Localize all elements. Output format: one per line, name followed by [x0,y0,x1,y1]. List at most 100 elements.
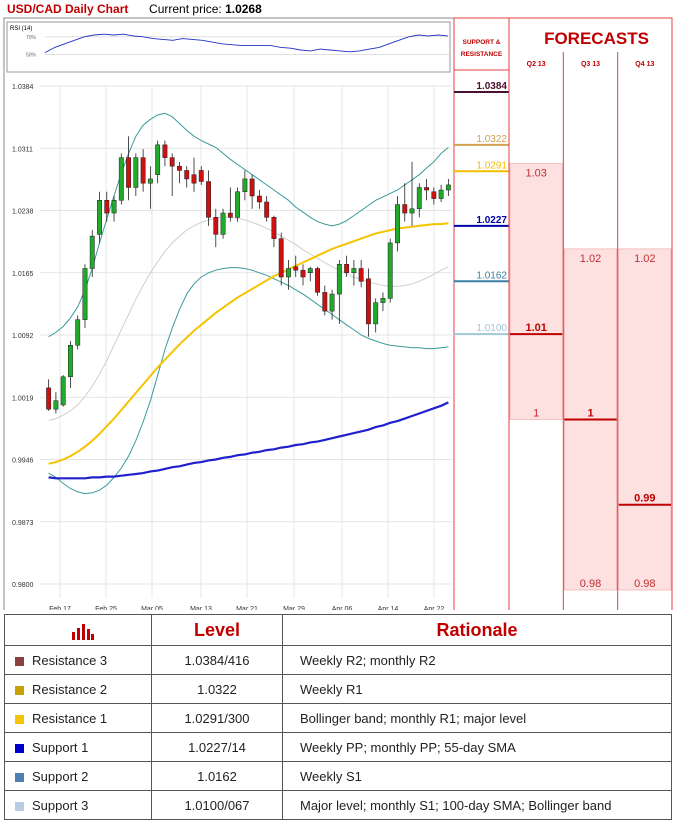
forecast-upper-label: 1.02 [580,253,601,265]
candle-body [387,242,393,299]
forecast-upper-label: 1.02 [634,253,655,265]
forecast-mid-label: 0.99 [634,493,655,505]
forecast-column-label: Q3 13 [581,61,600,68]
candle-body [242,178,248,192]
forecast-mid-label: 1.01 [525,322,546,334]
sr-column [453,17,510,610]
forecast-lower-label: 1 [533,407,539,419]
candle-body [126,157,132,188]
candle-body [380,298,386,303]
sma-200-line [48,401,449,480]
sr-level-label: 1.0291 [476,160,507,171]
y-tick-label: 0.9800 [12,582,34,589]
y-tick-label: 1.0311 [12,146,33,153]
sr-level-label: 1.0322 [476,134,507,145]
candle-body [177,165,182,171]
candle-body [235,191,241,218]
candle-body [293,266,299,271]
forecast-column-label: Q2 13 [527,61,546,68]
table-header-icon-cell [4,614,152,646]
sr-level-label: 1.0384 [476,81,507,92]
level-name: Support 2 [32,768,89,784]
color-swatch [15,743,24,753]
x-tick-label: Apr 22 [424,606,445,610]
level-rationale: Bollinger band; monthly R1; major level [282,703,672,733]
candle-body [286,268,291,278]
rsi-panel [6,21,451,73]
candle-body [336,263,342,295]
level-name: Resistance 2 [32,681,108,697]
rsi-70-label: 70% [26,35,37,41]
bar-chart-icon [72,623,94,640]
candle-body [322,292,328,312]
x-tick-label: Mar 05 [141,606,163,610]
level-name-cell: Resistance 3 [4,645,152,675]
y-tick-label: 1.0384 [12,84,34,91]
candle-body [184,170,190,180]
table-row: Support 3 1.0100/067 Major level; monthly … [4,790,672,820]
level-name-cell: Support 1 [4,732,152,762]
level-value: 1.0322 [151,674,283,704]
chart-title: USD/CAD Daily Chart [7,2,129,16]
color-swatch [15,772,24,782]
y-tick-label: 1.0165 [12,271,34,278]
level-name: Support 1 [32,739,89,755]
table-header-rationale: Rationale [282,614,672,646]
candle-body [206,181,211,218]
chart-header: USD/CAD Daily Chart Current price: 1.026… [7,2,262,16]
x-tick-label: Mar 29 [283,606,305,610]
forecast-lower-label: 0.98 [634,578,655,590]
color-swatch [15,685,24,695]
sr-title: SUPPORT & [463,39,501,46]
candle-body [155,144,161,175]
level-name-cell: Support 2 [4,761,152,791]
forecast-range [618,248,672,591]
candle-body [227,212,233,218]
candle-body [445,184,451,191]
x-tick-label: Apr 06 [332,606,353,610]
candle-body [111,200,117,214]
candle-body [358,268,364,282]
candle-body [133,157,139,188]
price-panel [7,78,452,608]
candle-body [300,269,306,278]
candle-body [68,344,73,378]
level-name: Resistance 1 [32,710,108,726]
y-tick-label: 0.9946 [12,458,34,465]
chart-area: RSI (14)70%50%1.03841.03111.02381.01651.… [3,17,673,610]
table-header-level: Level [151,614,283,646]
candle-body [329,293,335,312]
candle-body [264,201,270,218]
level-value: 1.0291/300 [151,703,283,733]
candle-body [315,268,320,293]
color-swatch [15,656,24,666]
level-rationale: Weekly S1 [282,761,672,791]
forecast-mid-label: 1 [587,407,593,419]
candle-body [409,208,415,214]
candle-body [416,187,422,210]
level-rationale: Major level; monthly S1; 100-day SMA; Bo… [282,790,672,820]
color-swatch [15,801,24,811]
candle-body [46,387,52,410]
candle-body [402,204,408,214]
forecast-upper-label: 1.03 [525,168,546,180]
candle-body [162,144,168,158]
color-swatch [15,714,24,724]
candle-body [191,174,197,184]
bollinger-upper [48,112,449,338]
candle-body [271,217,277,239]
table-row: Resistance 3 1.0384/416 Weekly R2; monthly… [4,645,672,675]
candle-body [89,235,95,269]
candle-body [307,268,313,273]
sr-title: RESISTANCE [461,51,503,58]
level-value: 1.0162 [151,761,283,791]
candle-body [256,195,262,203]
level-rationale: Weekly R1 [282,674,672,704]
forecast-column-label: Q4 13 [635,61,654,68]
rsi-label: RSI (14) [10,26,32,32]
table-header-row: Level Rationale [4,614,672,646]
level-name-cell: Support 3 [4,790,152,820]
level-rationale: Weekly PP; monthly PP; 55-day SMA [282,732,672,762]
candle-body [140,157,146,184]
level-name: Resistance 3 [32,652,108,668]
